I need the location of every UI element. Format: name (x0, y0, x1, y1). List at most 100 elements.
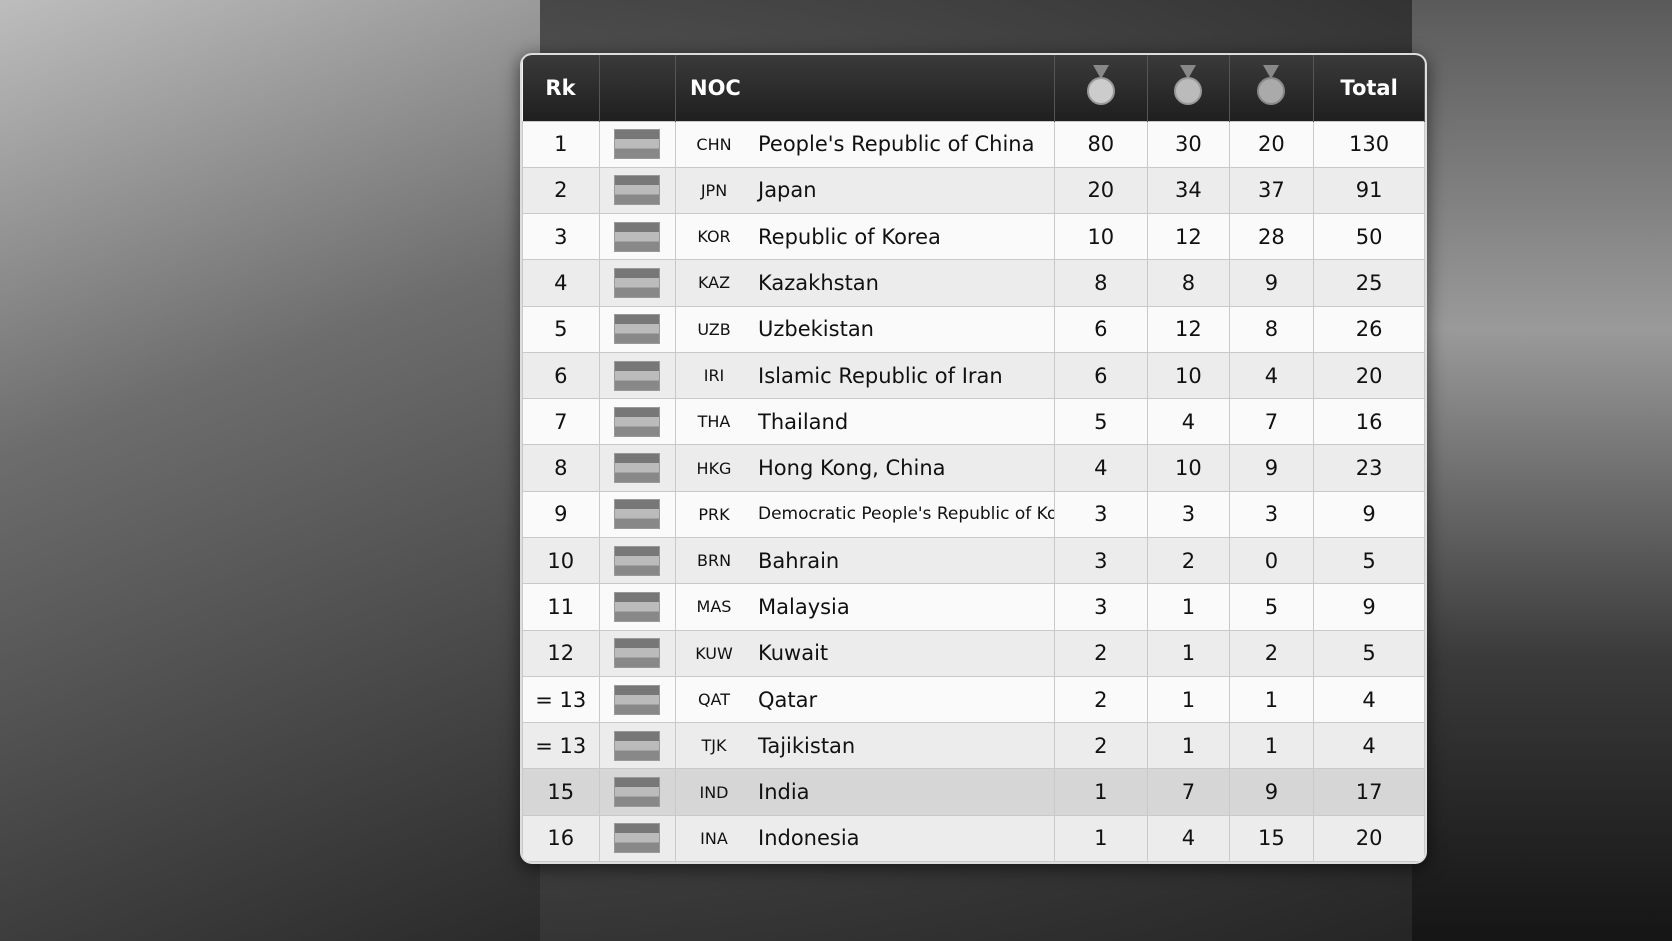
noc-code: THA (675, 398, 752, 446)
table-row: 15 IND India 1 7 9 17 (522, 768, 1425, 816)
noc-code: JPN (675, 166, 752, 215)
gold: 8 (1053, 259, 1149, 307)
flag-cell (598, 213, 676, 261)
flag-cell (598, 629, 676, 677)
flag (615, 454, 660, 483)
table-row: 10 BRN Bahrain 3 2 0 5 (522, 537, 1425, 585)
total: 4 (1313, 675, 1425, 724)
rank: 8 (522, 444, 600, 492)
rank: 10 (522, 537, 600, 585)
total: 26 (1313, 305, 1425, 353)
gold: 3 (1053, 583, 1149, 631)
country: Japan (752, 166, 1055, 215)
gold-header (1054, 55, 1149, 121)
table-row: 6 IRI Islamic Republic of Iran 6 10 4 20 (522, 351, 1425, 400)
country: People's Republic of China (752, 120, 1055, 168)
bronze: 2 (1228, 629, 1315, 677)
silver-header (1147, 55, 1230, 121)
flag (615, 824, 660, 853)
rank: 5 (522, 305, 600, 353)
noc-code: PRK (675, 490, 752, 539)
rank: = 13 (522, 675, 600, 724)
gold: 6 (1053, 305, 1149, 353)
silver: 4 (1147, 814, 1230, 862)
rank: 16 (522, 814, 600, 862)
noc-code: CHN (675, 120, 752, 168)
gold: 80 (1053, 120, 1149, 168)
rank-header: Rk (522, 55, 600, 121)
silver: 4 (1147, 398, 1230, 446)
flag (615, 222, 660, 251)
silver: 8 (1147, 259, 1230, 307)
table-row: 8 HKG Hong Kong, China 4 10 9 23 (522, 444, 1425, 492)
table-row: 12 KUW Kuwait 2 1 2 5 (522, 629, 1425, 677)
flag-cell (598, 583, 676, 631)
country: Thailand (752, 398, 1055, 446)
silver: 2 (1147, 537, 1230, 585)
flag (615, 500, 660, 529)
flag-cell (598, 814, 676, 862)
country: Tajikistan (752, 722, 1055, 770)
medal-icon (1174, 65, 1203, 106)
bronze-header (1229, 55, 1315, 121)
table-row: 5 UZB Uzbekistan 6 12 8 26 (522, 305, 1425, 353)
silver: 10 (1147, 351, 1230, 400)
table-row: 3 KOR Republic of Korea 10 12 28 50 (522, 213, 1425, 261)
table-body: 1 CHN People's Republic of China 80 30 20 130 2… (522, 120, 1425, 862)
flag-cell (598, 259, 676, 307)
noc-code: IRI (675, 351, 752, 400)
silver: 34 (1147, 166, 1230, 215)
table-row: 4 KAZ Kazakhstan 8 8 9 25 (522, 259, 1425, 307)
table-row: 9 PRK Democratic People's Republic of Kore… (522, 490, 1425, 539)
gold: 2 (1053, 722, 1149, 770)
noc-code: KUW (675, 629, 752, 677)
medal-icon (1086, 65, 1115, 106)
rank: 9 (522, 490, 600, 539)
bronze: 9 (1228, 444, 1315, 492)
gold: 3 (1053, 537, 1149, 585)
rank: 7 (522, 398, 600, 446)
gold: 1 (1053, 814, 1149, 862)
country: Kuwait (752, 629, 1055, 677)
flag-cell (598, 490, 676, 539)
total: 5 (1313, 629, 1425, 677)
bronze: 1 (1228, 675, 1315, 724)
flag-cell (598, 722, 676, 770)
flag (615, 546, 660, 575)
bronze: 0 (1228, 537, 1315, 585)
header-row: Rk NOC Total (522, 55, 1425, 121)
gold: 10 (1053, 213, 1149, 261)
country: India (752, 768, 1055, 816)
table-row: 16 INA Indonesia 1 4 15 20 (522, 814, 1425, 862)
total: 23 (1313, 444, 1425, 492)
gold: 3 (1053, 490, 1149, 539)
total: 25 (1313, 259, 1425, 307)
flag-cell (598, 166, 676, 215)
noc-code: HKG (675, 444, 752, 492)
rank: 15 (522, 768, 600, 816)
table-row: 7 THA Thailand 5 4 7 16 (522, 398, 1425, 446)
silver: 1 (1147, 675, 1230, 724)
noc-code: TJK (675, 722, 752, 770)
flag-cell (598, 675, 676, 724)
country: Republic of Korea (752, 213, 1055, 261)
bronze: 5 (1228, 583, 1315, 631)
noc-code: INA (675, 814, 752, 862)
gold: 1 (1053, 768, 1149, 816)
country: Hong Kong, China (752, 444, 1055, 492)
flag (615, 130, 660, 159)
bronze: 9 (1228, 768, 1315, 816)
bronze: 15 (1228, 814, 1315, 862)
noc-code: IND (675, 768, 752, 816)
total: 20 (1313, 814, 1425, 862)
flag (615, 778, 660, 807)
gold: 2 (1053, 675, 1149, 724)
flag (615, 639, 660, 668)
total: 4 (1313, 722, 1425, 770)
rank: 4 (522, 259, 600, 307)
total: 9 (1313, 583, 1425, 631)
gold: 2 (1053, 629, 1149, 677)
flag (615, 176, 660, 205)
rank: 3 (522, 213, 600, 261)
bronze: 9 (1228, 259, 1315, 307)
